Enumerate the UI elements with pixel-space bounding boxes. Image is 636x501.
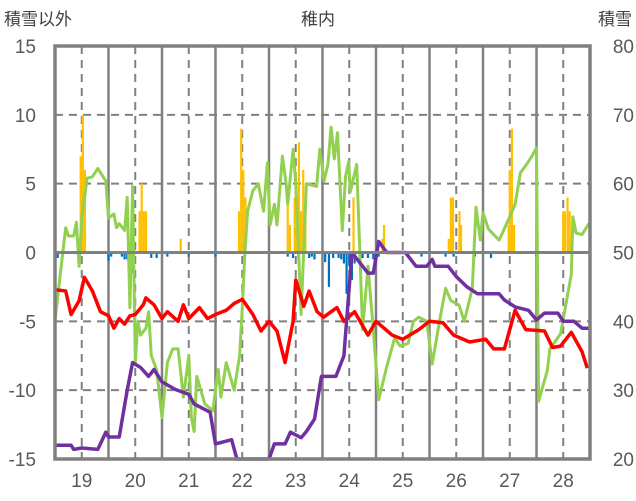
bar-positive: [144, 211, 148, 253]
bar-positive: [79, 156, 82, 253]
bar-negative: [420, 252, 423, 257]
left-axis-label: 積雪以外: [4, 10, 72, 29]
bar-positive: [451, 197, 455, 253]
bar-negative: [123, 252, 126, 260]
plot-frame: [53, 44, 592, 461]
bar-positive: [286, 197, 289, 253]
y2-tick-label: 20: [613, 450, 634, 471]
bar-negative: [155, 252, 158, 259]
bar-positive: [352, 197, 355, 253]
bar-positive: [382, 224, 386, 253]
bar-negative: [377, 252, 380, 257]
x-tick-label: 20: [125, 471, 146, 492]
x-tick-label: 26: [446, 471, 467, 492]
bar-positive: [140, 183, 143, 253]
bar-negative: [366, 252, 370, 259]
y-tick-label: 5: [25, 175, 36, 196]
bar-negative: [313, 252, 316, 260]
bar-negative: [110, 252, 113, 257]
x-tick-label: 23: [285, 471, 306, 492]
x-tick-label: 25: [392, 471, 413, 492]
y2-tick-label: 60: [613, 175, 634, 196]
y-tick-label: -15: [9, 450, 36, 471]
bar-positive: [512, 224, 516, 253]
plot-border: [53, 44, 592, 461]
bar-negative: [187, 252, 190, 257]
y-tick-label: -10: [9, 381, 36, 402]
series-line-red: [54, 275, 589, 369]
bar-positive: [242, 169, 245, 253]
x-tick-label: 21: [178, 471, 199, 492]
bar-negative: [327, 252, 331, 287]
bar-positive: [566, 197, 569, 253]
bar-negative: [150, 252, 153, 259]
bar-negative: [348, 252, 351, 267]
bar-negative: [166, 252, 169, 257]
bar-negative: [345, 252, 348, 294]
bar-positive: [297, 142, 301, 253]
y-tick-label: -5: [19, 312, 36, 333]
bar-positive: [237, 211, 241, 253]
bar-negative: [444, 252, 447, 257]
series-line-green: [53, 125, 591, 433]
bar-negative: [342, 252, 345, 264]
y2-tick-label: 80: [613, 37, 634, 58]
bar-positive: [83, 169, 87, 253]
bar-negative: [107, 252, 110, 261]
bars: [56, 114, 573, 294]
bar-positive: [302, 169, 305, 253]
x-tick-label: 27: [499, 471, 520, 492]
bar-positive: [458, 211, 461, 253]
x-tick-label: 19: [71, 471, 92, 492]
y2-tick-label: 40: [613, 312, 634, 333]
series-lines: [53, 125, 591, 461]
bar-positive: [138, 211, 141, 253]
x-tick-label: 28: [553, 471, 574, 492]
bar-positive: [293, 197, 296, 253]
bar-negative: [56, 252, 59, 259]
bar-positive: [288, 224, 291, 253]
y2-tick-label: 50: [613, 244, 634, 265]
bar-positive: [568, 211, 571, 253]
bar-negative: [286, 252, 289, 257]
bar-negative: [324, 252, 327, 263]
bar-positive: [447, 238, 450, 253]
bar-negative: [337, 252, 340, 259]
bar-positive: [449, 197, 452, 253]
bar-positive: [240, 128, 243, 253]
bar-negative: [332, 252, 335, 259]
right-axis-label: 積雪: [598, 10, 632, 29]
y-tick-label: 10: [15, 106, 36, 127]
chart-title: 稚内: [301, 10, 335, 29]
x-tick-label: 24: [339, 471, 361, 492]
x-tick-label: 22: [232, 471, 253, 492]
bar-negative: [340, 252, 343, 260]
bar-negative: [310, 252, 313, 257]
bar-positive: [459, 224, 463, 253]
bar-positive: [300, 211, 303, 253]
bar-positive: [510, 128, 513, 253]
y2-tick-label: 30: [613, 381, 634, 402]
bar-negative: [452, 252, 455, 257]
y-tick-label: 0: [25, 244, 36, 265]
bar-positive: [563, 211, 566, 253]
series-line-purple: [55, 239, 589, 461]
bar-negative: [120, 252, 123, 257]
bar-negative: [372, 252, 375, 260]
y-tick-label: 15: [15, 37, 36, 58]
bar-positive: [142, 211, 145, 253]
bar-positive: [562, 211, 565, 253]
bar-positive: [81, 114, 84, 253]
bar-positive: [508, 169, 511, 253]
bar-negative: [361, 252, 364, 259]
bar-negative: [291, 252, 295, 259]
bar-negative: [489, 252, 493, 259]
bar-negative: [308, 252, 311, 259]
bar-negative: [214, 252, 217, 257]
y2-tick-label: 70: [613, 106, 634, 127]
bar-positive: [179, 238, 182, 253]
